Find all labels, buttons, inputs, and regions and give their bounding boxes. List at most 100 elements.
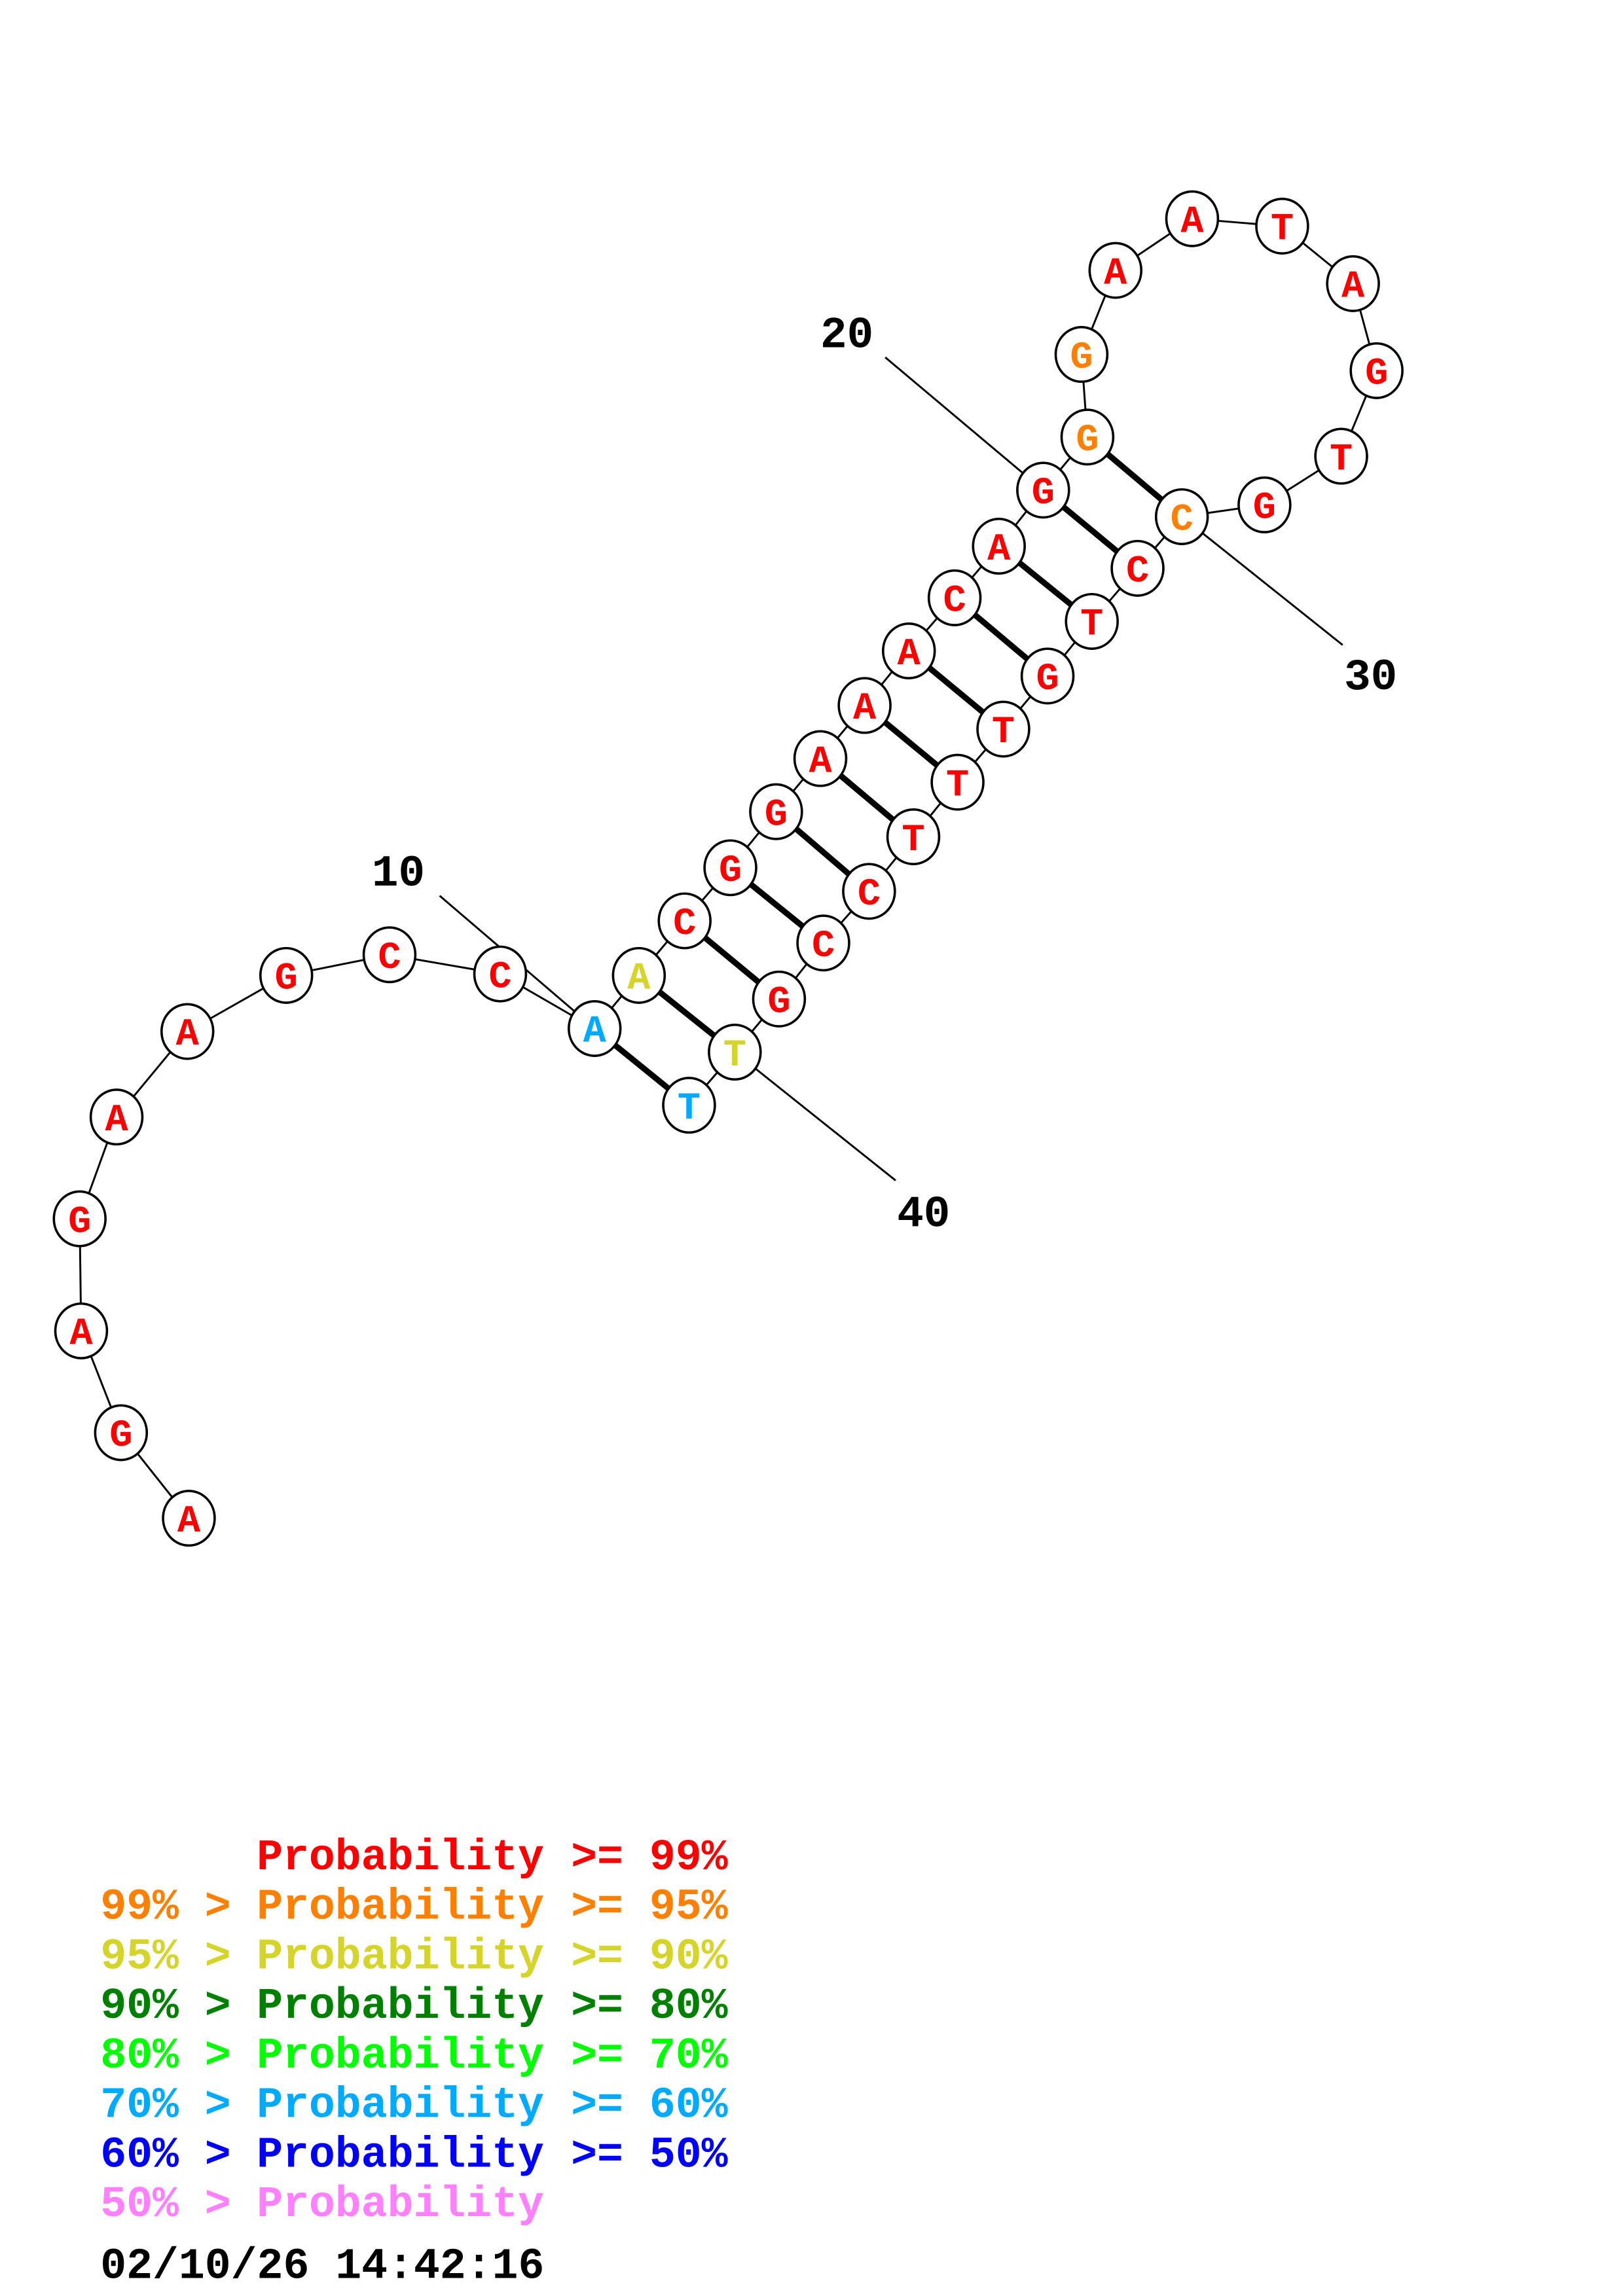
base-pairs <box>593 435 1184 1108</box>
nucleotide-circle <box>1054 326 1109 384</box>
nucleotide-base: T <box>992 710 1015 754</box>
legend-row: 70% > Probability >= 60% <box>100 2081 727 2130</box>
nucleotide-base: G <box>719 849 742 893</box>
nucleotide-1: A <box>162 1490 216 1547</box>
nucleotide-base: A <box>853 687 877 730</box>
nucleotide-circle <box>162 1490 216 1547</box>
nucleotide-19: A <box>972 518 1026 575</box>
nucleotide-31: C <box>1110 539 1165 597</box>
nucleotide-circle <box>1110 539 1165 597</box>
nucleotide-base: T <box>1271 207 1294 251</box>
nucleotide-base: A <box>176 1013 200 1056</box>
nucleotide-circle <box>796 914 850 972</box>
nucleotide-base: C <box>943 579 966 623</box>
legend-row: 90% > Probability >= 80% <box>100 1982 727 2031</box>
legend-row: Probability >= 99% <box>257 1833 727 1882</box>
nucleotide-circle <box>94 1404 149 1462</box>
nucleotide-base: C <box>812 924 835 968</box>
nucleotide-38: C <box>796 914 850 972</box>
nucleotide-circle <box>842 863 896 920</box>
position-label-20: 20 <box>820 311 873 361</box>
nucleotide-9: C <box>473 945 528 1003</box>
nucleotide-base: G <box>68 1200 91 1244</box>
position-label-40: 40 <box>897 1190 950 1240</box>
nucleotide-32: T <box>1065 592 1119 650</box>
nucleotide-base: T <box>946 763 969 807</box>
nucleotide-41: T <box>662 1077 716 1134</box>
nucleotide-base: A <box>1104 251 1127 295</box>
nucleotide-10: A <box>567 999 622 1057</box>
nucleotide-base: T <box>678 1086 701 1130</box>
nucleotide-29: G <box>1237 476 1292 533</box>
nucleotide-circle <box>1255 197 1309 255</box>
position-markers: 10 20 30 40 <box>372 311 1397 1240</box>
legend-row: 99% > Probability >= 95% <box>100 1883 727 1932</box>
nucleotide-circle <box>662 1077 716 1134</box>
nucleotide-circle <box>657 892 712 950</box>
legend-left: 80% > <box>100 2032 230 2081</box>
nucleotide-base: C <box>1171 498 1194 542</box>
nucleotide-6: A <box>160 1003 215 1060</box>
nucleotide-circle <box>1020 647 1075 705</box>
tick-line-20 <box>884 356 1044 491</box>
nucleotide-circle <box>837 677 892 734</box>
legend-mid: Probability <box>257 1982 544 2031</box>
nucleotide-circle <box>703 839 757 897</box>
nucleotide-circle <box>1154 488 1209 545</box>
position-label-10: 10 <box>372 850 425 899</box>
nucleotide-base: A <box>105 1098 128 1142</box>
nucleotide-13: G <box>703 839 757 897</box>
nucleotide-circle <box>52 1190 107 1247</box>
tick-line-40 <box>734 1051 896 1181</box>
nucleotide-base: A <box>583 1010 607 1054</box>
nucleotide-circle <box>1326 255 1380 312</box>
nucleotide-24: A <box>1165 190 1220 247</box>
nucleotide-circle <box>54 1302 109 1359</box>
legend-left: 70% > <box>100 2081 230 2130</box>
nucleotide-14: G <box>749 783 803 840</box>
tick-line-30 <box>1181 516 1343 646</box>
nucleotide-base: C <box>488 955 511 999</box>
legend-right: >= 80% <box>571 1982 727 2031</box>
nucleotide-20: G <box>1016 461 1070 519</box>
nucleotide-base: T <box>723 1033 746 1077</box>
legend-mid: Probability <box>257 1883 544 1932</box>
nucleotide-circle <box>1349 342 1404 399</box>
nucleotide-circle <box>976 700 1030 758</box>
legend-left: 90% > <box>100 1982 230 2031</box>
nucleotide-base: T <box>1330 437 1353 481</box>
nucleotide-base: A <box>177 1499 201 1543</box>
nucleotide-circle <box>473 945 528 1003</box>
nucleotide-base: A <box>898 632 921 676</box>
legend-row: 60% > Probability >= 50% <box>100 2130 727 2179</box>
nucleotide-8: C <box>362 926 417 984</box>
nucleotide-circle <box>259 946 314 1004</box>
legend-mid: Probability <box>257 2180 544 2229</box>
legend-left: 95% > <box>100 1932 230 1981</box>
nucleotide-base: A <box>987 528 1011 571</box>
nucleotide-35: T <box>930 753 985 811</box>
nucleotide-7: G <box>259 946 314 1004</box>
nucleotide-circle <box>362 926 417 984</box>
nucleotide-base: C <box>858 872 881 916</box>
nucleotide-base: G <box>109 1414 132 1458</box>
nucleotide-base: G <box>1365 352 1388 396</box>
nucleotide-circle <box>1088 242 1142 299</box>
nucleotide-circle <box>708 1024 762 1081</box>
nucleotide-27: G <box>1349 342 1404 399</box>
nucleotide-28: T <box>1314 427 1368 485</box>
nucleotide-circle <box>749 783 803 840</box>
nucleotide-base: C <box>673 902 696 946</box>
legend-left: 99% > <box>100 1883 230 1932</box>
nucleotide-circle <box>1065 592 1119 650</box>
nucleotide-base: G <box>1070 336 1093 380</box>
nucleotide-circle <box>1314 427 1368 485</box>
nucleotide-base: A <box>627 957 651 1001</box>
nucleotide-25: T <box>1255 197 1309 255</box>
nucleotide-circle <box>972 518 1026 575</box>
nucleotide-base: T <box>1080 603 1103 647</box>
timestamp: 02/10/26 14:42:16 <box>100 2242 544 2291</box>
legend-mid: Probability <box>257 1932 544 1981</box>
